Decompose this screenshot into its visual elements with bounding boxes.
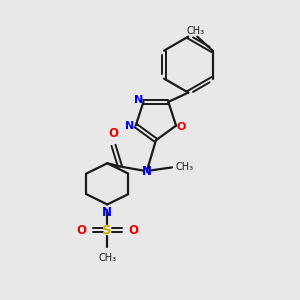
Text: CH₃: CH₃ [176,162,194,172]
Text: O: O [76,224,86,237]
Text: CH₃: CH₃ [187,26,205,36]
Text: N: N [142,165,152,178]
Text: O: O [177,122,186,132]
Text: O: O [128,224,139,237]
Text: S: S [103,224,112,237]
Text: N: N [134,95,143,106]
Text: CH₃: CH₃ [98,253,116,263]
Text: N: N [102,206,112,219]
Text: N: N [125,121,134,131]
Text: O: O [109,127,118,140]
